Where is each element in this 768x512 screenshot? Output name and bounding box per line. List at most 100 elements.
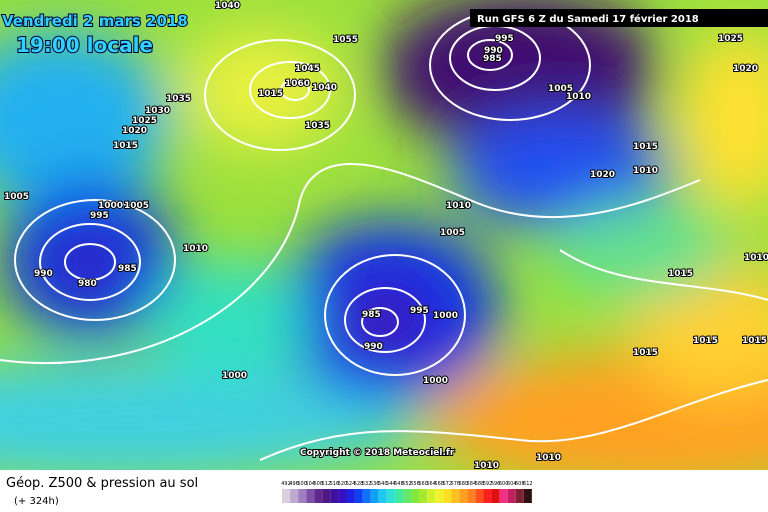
scale-label: 540 [378,481,388,487]
scale-swatch [282,489,291,503]
scale-swatch [427,489,436,503]
scale-label: 544 [386,481,396,487]
isobar-label: 1000 [423,376,448,386]
scale-label: 552 [402,481,412,487]
isobar-label: 990 [364,342,383,352]
scale-swatch [483,489,492,503]
scale-label: 548 [394,481,404,487]
isobar-label: 1060 [285,79,310,89]
scale-swatch [386,489,395,503]
isobar-label: 1000 [433,311,458,321]
scale-label: 596 [491,481,501,487]
scale-swatch [410,489,420,503]
scale-label: 580 [459,481,469,487]
scale-label: 516 [330,481,340,487]
footer-lead: (+ 324h) [14,496,59,507]
scale-swatch [378,489,387,503]
scale-swatch [467,489,476,503]
scale-swatch [322,489,331,503]
isobar-label: 1020 [590,170,615,180]
isobar-label: 1030 [145,106,170,116]
scale-label: 600 [499,481,509,487]
scale-label: 568 [434,481,444,487]
scale-swatch [523,489,532,503]
geopotential-field [0,0,768,490]
isobar-label: 1015 [742,336,767,346]
scale-label: 588 [475,481,485,487]
isobar-label: 1010 [566,92,591,102]
scale-label: 524 [346,481,356,487]
scale-swatch [402,489,411,503]
scale-label: 560 [418,481,428,487]
run-banner [470,9,768,27]
scale-swatch [346,489,355,503]
isobar-label: 1020 [122,126,147,136]
isobar-label: 1005 [124,201,149,211]
scale-label: 572 [442,481,452,487]
isobar-label: 1015 [633,142,658,152]
scale-label: 504 [305,481,315,487]
scale-swatch [515,489,524,503]
isobar-label: 1010 [536,453,561,463]
scale-swatch [362,489,371,503]
isobar-label: 1015 [693,336,718,346]
isobar-label: 985 [362,310,381,320]
isobar-label: 995 [90,211,109,221]
scale-swatch [394,489,403,503]
scale-label: 492 [281,481,291,487]
scale-swatch [338,489,347,503]
scale-label: 520 [338,481,348,487]
isobar-label: 1005 [548,84,573,94]
forecast-time: 19:00 locale [16,33,153,57]
scale-swatch [499,489,508,503]
isobar-label: 1035 [305,121,330,131]
isobar-label: 985 [118,264,137,274]
isobar-label: 1005 [440,228,465,238]
isobar-label: 1010 [633,166,658,176]
scale-swatch [451,489,460,503]
scale-label: 584 [467,481,477,487]
isobar-label: 1040 [215,1,240,11]
isobar-label: 985 [483,54,502,64]
scale-swatch [354,489,363,503]
isobar-label: 990 [34,269,53,279]
isobar-label: 1010 [446,201,471,211]
scale-swatch [330,489,339,503]
scale-swatch [419,489,428,503]
scale-swatch [443,489,452,503]
isobar-label: 1000 [222,371,247,381]
scale-label: 536 [370,481,380,487]
isobar-label: 1005 [4,192,29,202]
isobar-label: 1040 [312,83,337,93]
scale-label: 528 [354,481,364,487]
copyright: Copyright © 2018 Meteociel.fr [300,448,455,458]
scale-swatch [298,489,307,503]
isobar-label: 980 [78,279,97,289]
scale-swatch [459,489,468,503]
footer-title: Géop. Z500 & pression au sol [6,476,198,491]
isobar-label: 1020 [733,64,758,74]
scale-swatch [507,489,516,503]
scale-label: 612 [523,481,533,487]
scale-swatch [306,489,315,503]
scale-label: 508 [313,481,323,487]
scale-label: 608 [515,481,525,487]
isobar-label: 1010 [474,461,499,471]
scale-label: 556 [410,481,420,487]
isobar-label: 990 [484,46,503,56]
scale-swatch [491,489,500,503]
isobar-label: 1025 [132,116,157,126]
scale-swatch [290,489,299,503]
scale-label: 496 [289,481,299,487]
isobar-label: 1015 [668,269,693,279]
isobar-label: 1015 [633,348,658,358]
scale-swatch [435,489,444,503]
isobar-label: 1025 [718,34,743,44]
forecast-date: Vendredi 2 mars 2018 [2,12,188,30]
isobar-label: 995 [495,34,514,44]
isobar-label: 1045 [295,64,320,74]
isobar-label: 1015 [258,89,283,99]
isobar-label: 1000 [98,201,123,211]
scale-swatch [370,489,379,503]
isobar-label: 1035 [166,94,191,104]
